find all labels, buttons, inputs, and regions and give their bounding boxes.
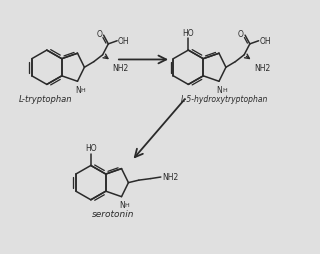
Text: serotonin: serotonin — [92, 210, 134, 218]
Text: NH2: NH2 — [113, 64, 129, 73]
Text: L-5-hydroxytryptophan: L-5-hydroxytryptophan — [181, 94, 268, 104]
Text: N: N — [216, 86, 222, 95]
Text: O: O — [96, 30, 102, 39]
Text: N: N — [119, 201, 125, 210]
Text: HO: HO — [182, 29, 194, 38]
Text: OH: OH — [118, 37, 130, 46]
Text: H: H — [222, 87, 227, 92]
Text: NH2: NH2 — [162, 172, 178, 181]
Text: H: H — [124, 202, 129, 207]
Text: OH: OH — [260, 37, 271, 46]
Text: L-tryptophan: L-tryptophan — [19, 94, 72, 104]
Text: H: H — [80, 87, 85, 92]
Text: NH2: NH2 — [254, 64, 270, 73]
Text: HO: HO — [85, 144, 97, 152]
Text: O: O — [238, 30, 244, 39]
Text: N: N — [75, 86, 81, 95]
